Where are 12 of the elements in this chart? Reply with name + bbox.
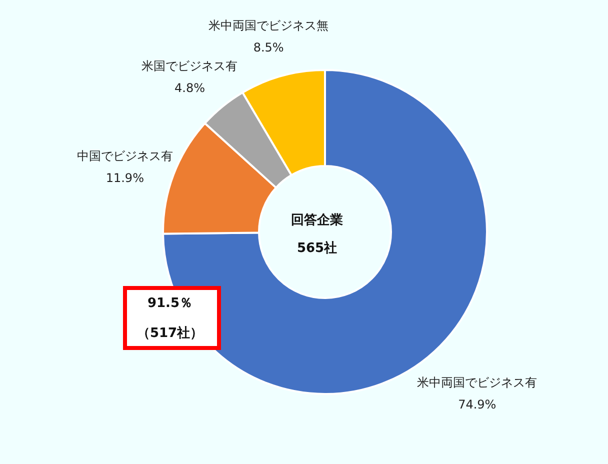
text: 565社 — [296, 240, 338, 256]
text: 91.5％ — [147, 296, 193, 311]
data-label: 11.9% — [106, 171, 144, 186]
slice-label: 米中両国でビジネス有 — [417, 375, 538, 390]
slice-label: 米国でビジネス有 — [142, 59, 238, 74]
data-label: 8.5% — [253, 40, 284, 55]
data-label: 4.8% — [174, 81, 205, 96]
slice-label: 米中両国でビジネス無 — [208, 18, 329, 33]
text: （517社） — [136, 325, 204, 341]
data-label: 74.9% — [458, 397, 496, 412]
slice-label: 中国でビジネス有 — [76, 149, 173, 164]
text: 回答企業 — [291, 213, 343, 228]
